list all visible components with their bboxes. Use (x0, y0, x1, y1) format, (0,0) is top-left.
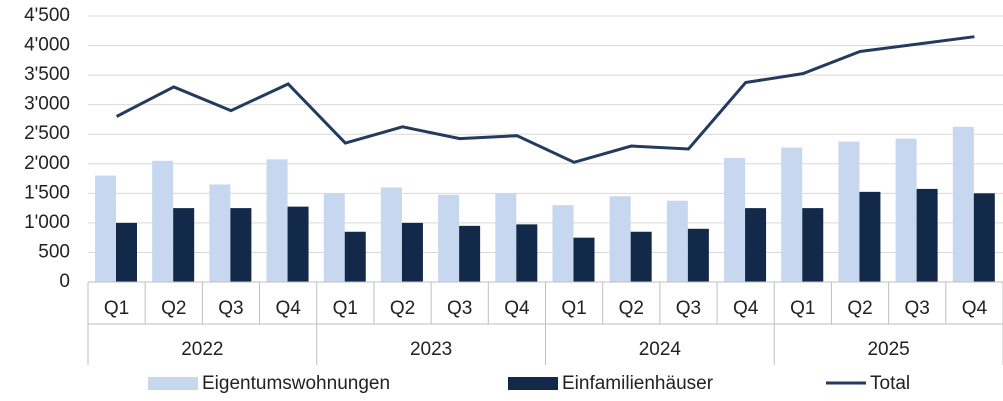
legend-label: Einfamilienhäuser (562, 373, 714, 394)
bar (552, 205, 574, 282)
x-tick-label: Q1 (333, 298, 358, 319)
group-label: 2022 (181, 339, 223, 360)
bar (152, 160, 174, 282)
y-tick-label: 2'000 (24, 153, 70, 174)
bar (687, 228, 709, 282)
bar (323, 193, 345, 282)
bar (209, 184, 231, 282)
bar (724, 157, 746, 282)
x-tick-label: Q4 (504, 298, 530, 319)
y-tick-label: 1'000 (24, 212, 70, 233)
y-tick-label: 0 (59, 271, 70, 292)
bar (952, 126, 974, 282)
y-tick-label: 3'000 (24, 94, 70, 115)
y-tick-label: 4'000 (24, 35, 70, 56)
bar (495, 193, 517, 282)
x-tick-label: Q2 (161, 298, 186, 319)
bar (745, 208, 767, 282)
y-tick-label: 2'500 (24, 123, 70, 144)
x-tick-label: Q3 (447, 298, 472, 319)
bar (838, 141, 860, 282)
bar (287, 206, 309, 282)
bar (438, 194, 460, 282)
x-tick-label: Q4 (275, 298, 301, 319)
group-label: 2025 (867, 339, 909, 360)
x-tick-label: Q3 (676, 298, 701, 319)
y-tick-label: 3'500 (24, 64, 70, 85)
x-tick-label: Q3 (218, 298, 243, 319)
y-tick-label: 4'500 (24, 5, 70, 26)
legend-label: Eigentumswohnungen (202, 373, 390, 394)
legend-swatch (148, 377, 198, 390)
legend-swatch (508, 377, 558, 390)
y-tick-label: 1'500 (24, 182, 70, 203)
x-tick-label: Q3 (905, 298, 930, 319)
x-tick-label: Q2 (847, 298, 872, 319)
bar (344, 231, 366, 282)
x-tick-label: Q2 (619, 298, 644, 319)
bar (573, 237, 595, 282)
line (115, 35, 975, 164)
group-label: 2023 (410, 339, 452, 360)
bar (895, 138, 917, 282)
bar (609, 196, 631, 282)
x-tick-label: Q1 (104, 298, 129, 319)
bar (173, 208, 195, 282)
bar (401, 222, 423, 282)
bar (666, 200, 688, 282)
y-tick-label: 500 (38, 241, 70, 262)
x-tick-label: Q1 (561, 298, 586, 319)
bar (230, 208, 252, 282)
bar (459, 225, 481, 282)
x-tick-label: Q2 (390, 298, 415, 319)
bar (266, 159, 288, 282)
bar (116, 222, 137, 282)
group-label: 2024 (639, 339, 682, 360)
bar (781, 147, 803, 282)
bar (380, 187, 402, 282)
bar (859, 191, 881, 282)
bar (516, 224, 538, 282)
legend-label: Total (870, 373, 910, 394)
bar (630, 231, 652, 282)
bar (973, 193, 995, 282)
bar (916, 188, 938, 282)
bar (95, 175, 116, 282)
x-tick-label: Q1 (790, 298, 815, 319)
x-tick-label: Q4 (962, 298, 988, 319)
bar (802, 208, 824, 282)
x-tick-label: Q4 (733, 298, 759, 319)
